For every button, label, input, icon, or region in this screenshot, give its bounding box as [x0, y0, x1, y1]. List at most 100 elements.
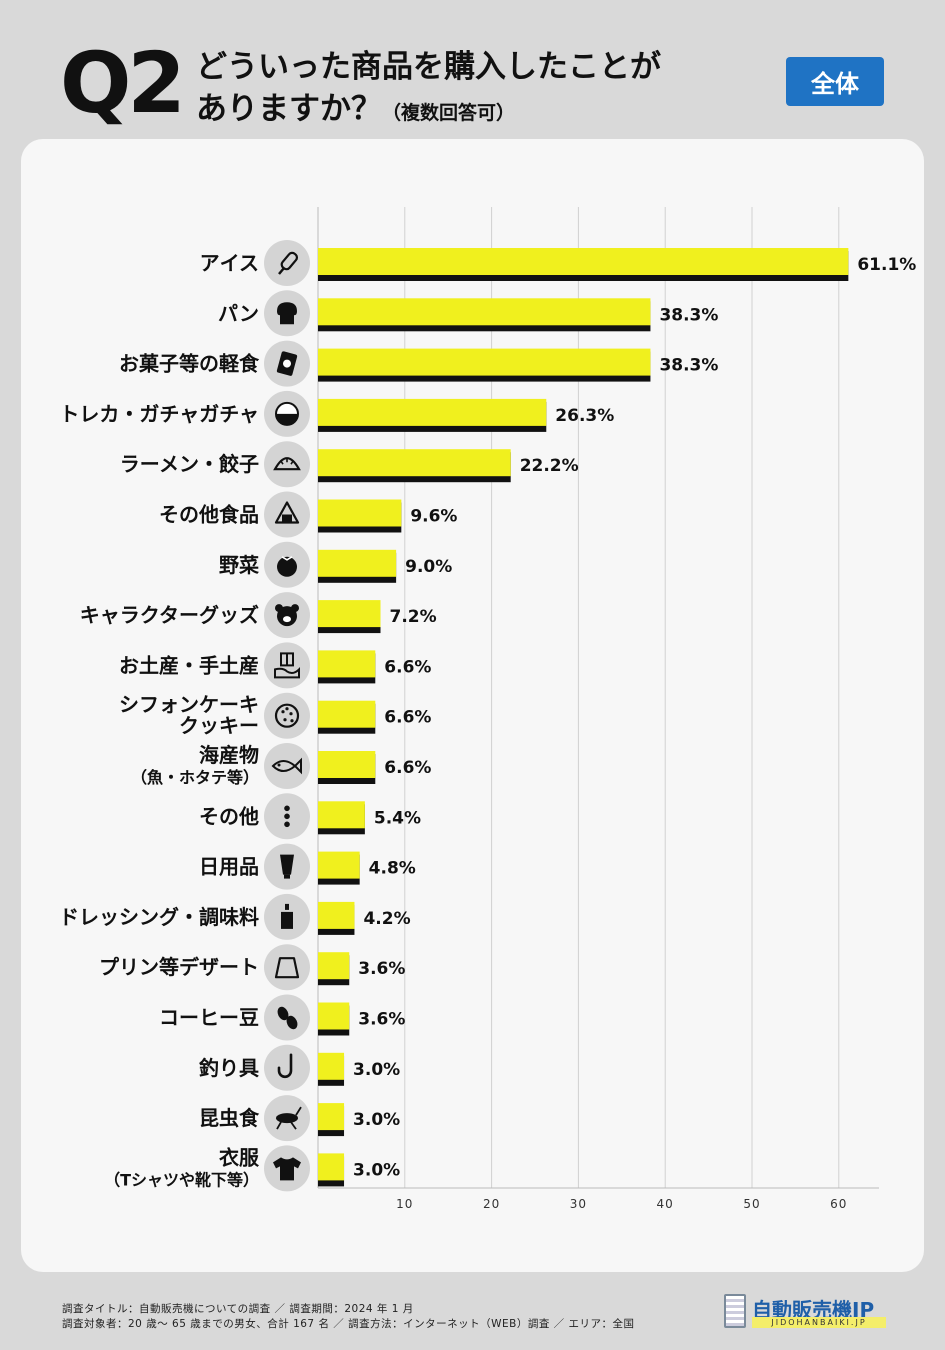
- scope-badge: 全体: [786, 57, 884, 106]
- chart-row: プリン等デザート 3.6%: [99, 944, 405, 991]
- chart-row: パン 38.3%: [218, 290, 718, 337]
- cookie-icon: [274, 703, 300, 728]
- x-tick-label: 20: [483, 1197, 500, 1211]
- x-tick-label: 50: [743, 1197, 760, 1211]
- gacha-capsule-icon: [275, 401, 299, 426]
- dumpling-icon: [273, 457, 301, 471]
- bar: [318, 700, 376, 728]
- value-label: 7.2%: [389, 607, 436, 627]
- category-label: パン: [218, 301, 259, 325]
- chart-row: ドレッシング・調味料 4.2%: [59, 893, 411, 940]
- category-label: コーヒー豆: [159, 1006, 259, 1030]
- chart-card: 10 20 30 40 50 60 アイス 61.1% パン 38.3% お菓子等の軽食 38.3% ト…: [21, 139, 924, 1272]
- footer-line-2: 調査対象者：20 歳〜 65 歳までの男女、合計 167 名 ／ 調査方法：イン…: [62, 1318, 635, 1330]
- bar: [318, 549, 397, 577]
- icon-badge: [264, 743, 310, 789]
- bar: [318, 248, 849, 275]
- value-label: 38.3%: [659, 356, 718, 376]
- category-label: その他食品: [159, 503, 259, 527]
- question-note: （複数回答可）: [382, 102, 516, 124]
- bear-face-icon: [275, 604, 299, 627]
- chart-row: ラーメン・餃子 22.2%: [120, 441, 579, 488]
- bar: [318, 499, 402, 527]
- category-label: キャラクターグッズ: [80, 603, 259, 627]
- category-label: プリン等デザート: [99, 955, 259, 979]
- bar: [318, 398, 547, 426]
- icon-badge: [264, 692, 310, 739]
- question-line-2: ありますか？（複数回答可）: [196, 91, 516, 127]
- category-label: クッキー: [179, 714, 259, 738]
- chart-row: コーヒー豆 3.6%: [159, 994, 405, 1041]
- value-label: 5.4%: [374, 808, 421, 828]
- vending-machine-icon: [724, 1294, 746, 1328]
- more-dots-icon: [284, 805, 290, 828]
- value-label: 6.6%: [384, 708, 431, 728]
- chart-row: 野菜 9.0%: [219, 541, 452, 588]
- category-label: 釣り具: [199, 1056, 259, 1080]
- value-label: 61.1%: [857, 255, 916, 275]
- cricket-icon: [276, 1106, 302, 1130]
- tshirt-icon: [273, 1157, 301, 1181]
- bar: [318, 901, 355, 929]
- chart-row: 衣服（Tシャツや靴下等） 3.0%: [104, 1145, 400, 1192]
- bar: [318, 751, 376, 778]
- category-label: ドレッシング・調味料: [59, 905, 259, 929]
- value-label: 26.3%: [555, 406, 614, 426]
- value-label: 38.3%: [659, 305, 718, 325]
- bar: [318, 600, 381, 628]
- chart-row: アイス 61.1%: [200, 240, 916, 286]
- chart-row: 釣り具 3.0%: [199, 1044, 400, 1091]
- chart-row: その他 5.4%: [199, 793, 421, 840]
- category-label: 野菜: [219, 553, 259, 577]
- chart-row: 日用品 4.8%: [199, 843, 416, 890]
- category-label: 日用品: [199, 855, 259, 879]
- category-label: お菓子等の軽食: [119, 352, 260, 376]
- category-label: シフォンケーキ: [119, 693, 259, 717]
- category-label: ラーメン・餃子: [120, 452, 259, 476]
- category-label: その他: [199, 804, 259, 828]
- value-label: 6.6%: [384, 758, 431, 778]
- category-label: （Tシャツや靴下等）: [104, 1170, 259, 1189]
- value-label: 3.6%: [358, 1010, 405, 1030]
- chart-row: その他食品 9.6%: [159, 491, 457, 538]
- value-label: 4.8%: [369, 859, 416, 879]
- value-label: 9.0%: [405, 557, 452, 577]
- coffee-beans-icon: [277, 1006, 298, 1030]
- value-label: 4.2%: [363, 909, 410, 929]
- fish-hook-icon: [277, 1053, 293, 1079]
- category-label: 衣服: [219, 1145, 260, 1169]
- fish-icon: [271, 757, 302, 775]
- bar-chart: 10 20 30 40 50 60 アイス 61.1% パン 38.3% お菓子等の軽食 38.3% ト…: [59, 207, 916, 1211]
- category-label: トレカ・ガチャガチャ: [59, 402, 259, 426]
- value-label: 22.2%: [520, 456, 579, 476]
- bar: [318, 952, 350, 980]
- value-label: 9.6%: [410, 507, 457, 527]
- chart-row: 昆虫食 3.0%: [199, 1095, 400, 1142]
- category-label: 昆虫食: [199, 1106, 260, 1130]
- value-label: 3.0%: [353, 1160, 400, 1180]
- bar: [318, 1103, 345, 1131]
- value-label: 3.0%: [353, 1110, 400, 1130]
- category-label: 海産物: [199, 743, 259, 767]
- bar: [318, 298, 651, 326]
- chart-row: お菓子等の軽食 38.3%: [119, 340, 718, 387]
- gift-hand-icon: [274, 652, 300, 679]
- icon-badge: [264, 1044, 310, 1091]
- snack-bag-icon: [276, 351, 298, 376]
- brand-logo: 自動販売機JP JIDOHANBAIKI.JP: [724, 1294, 888, 1330]
- bar: [318, 348, 651, 376]
- icon-badge: [264, 240, 310, 286]
- bar: [318, 1153, 345, 1181]
- x-tick-label: 10: [396, 1197, 413, 1211]
- chart-row: キャラクターグッズ 7.2%: [80, 592, 437, 639]
- bar: [318, 1002, 350, 1030]
- value-label: 6.6%: [384, 657, 431, 677]
- x-tick-label: 30: [570, 1197, 587, 1211]
- value-label: 3.6%: [358, 959, 405, 979]
- icon-badge: [264, 441, 310, 488]
- chart-row: 海産物（魚・ホタテ等） 6.6%: [131, 743, 431, 789]
- tomato-icon: [277, 556, 297, 577]
- bar: [318, 650, 376, 678]
- footer-line-1: 調査タイトル：自動販売機についての調査 ／ 調査期間：2024 年 1 月: [62, 1303, 414, 1315]
